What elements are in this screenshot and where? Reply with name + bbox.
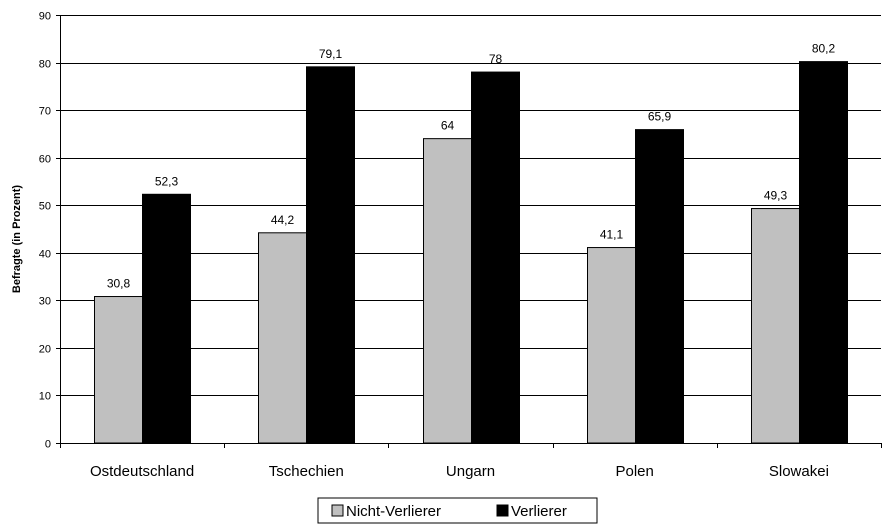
axes bbox=[60, 15, 882, 448]
y-axis-ticks: 0 10 20 30 40 50 60 70 80 90 bbox=[39, 11, 60, 451]
data-label: 30,8 bbox=[107, 277, 131, 291]
bar-verlierer bbox=[799, 61, 848, 444]
legend-box bbox=[317, 497, 598, 524]
bar-nicht-verlierer bbox=[258, 232, 307, 444]
data-label: 79,1 bbox=[319, 47, 343, 61]
x-category-label: Polen bbox=[616, 463, 654, 480]
data-label: 52,3 bbox=[155, 174, 179, 188]
bar-verlierer bbox=[306, 66, 355, 444]
x-category-label: Ostdeutschland bbox=[90, 463, 194, 480]
bars bbox=[94, 61, 848, 444]
data-label: 65,9 bbox=[648, 110, 672, 124]
bar-verlierer bbox=[635, 129, 684, 444]
x-category-label: Ungarn bbox=[446, 463, 495, 480]
bar-nicht-verlierer bbox=[94, 296, 143, 444]
legend-label-verlierer: Verlierer bbox=[511, 503, 567, 520]
y-tick-label: 70 bbox=[39, 106, 51, 118]
y-tick-label: 50 bbox=[39, 201, 51, 213]
y-tick-label: 60 bbox=[39, 154, 51, 166]
legend-label-nicht-verlierer: Nicht-Verlierer bbox=[346, 503, 441, 520]
legend-swatch-nicht-verlierer bbox=[331, 504, 344, 517]
x-category-label: Slowakei bbox=[769, 463, 829, 480]
bar-verlierer bbox=[471, 71, 520, 444]
x-axis-categories: Ostdeutschland Tschechien Ungarn Polen Slowa… bbox=[90, 463, 829, 480]
y-tick-label: 0 bbox=[45, 439, 51, 451]
bar-nicht-verlierer bbox=[587, 247, 636, 444]
y-tick-label: 20 bbox=[39, 344, 51, 356]
data-label: 49,3 bbox=[764, 189, 788, 203]
y-tick-label: 90 bbox=[39, 11, 51, 23]
bar-nicht-verlierer bbox=[423, 138, 472, 444]
data-label: 44,2 bbox=[271, 213, 295, 227]
data-label: 78 bbox=[489, 52, 503, 66]
y-tick-label: 30 bbox=[39, 296, 51, 308]
y-axis-label: Befragte (in Prozent) bbox=[11, 185, 23, 294]
data-label: 64 bbox=[441, 119, 455, 133]
bar-nicht-verlierer bbox=[751, 208, 800, 444]
data-label: 41,1 bbox=[600, 228, 624, 242]
legend-swatch-verlierer bbox=[496, 504, 509, 517]
data-label: 80,2 bbox=[812, 42, 836, 56]
legend: Nicht-Verlierer Verlierer bbox=[317, 497, 598, 524]
y-tick-label: 80 bbox=[39, 59, 51, 71]
bar-verlierer bbox=[142, 193, 191, 444]
y-tick-label: 10 bbox=[39, 391, 51, 403]
x-category-label: Tschechien bbox=[269, 463, 344, 480]
data-labels: 30,8 52,3 44,2 79,1 64 78 41,1 65,9 49,3 80,2 bbox=[107, 42, 836, 291]
y-tick-label: 40 bbox=[39, 249, 51, 261]
